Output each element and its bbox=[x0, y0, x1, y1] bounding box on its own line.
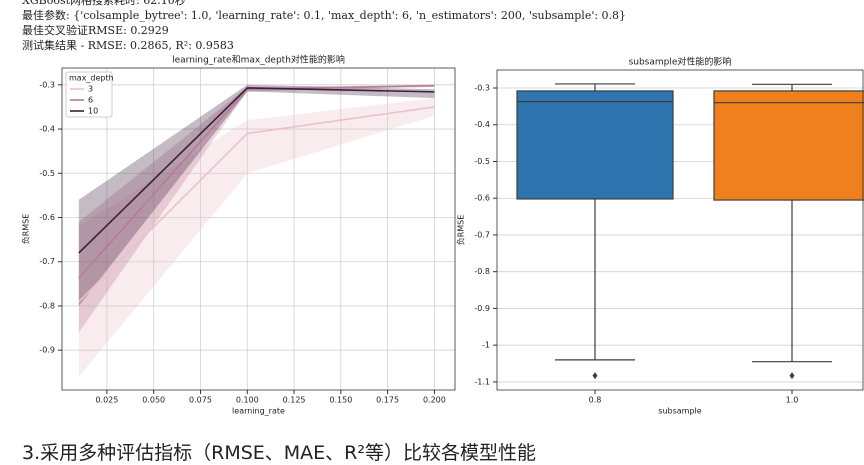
plot-frame bbox=[61, 67, 456, 391]
x-tick-label: 0.150 bbox=[329, 396, 352, 405]
x-tick-label: 0.025 bbox=[95, 396, 118, 405]
y-axis-label: 负RMSE bbox=[456, 215, 466, 246]
y-axis-label: 负RMSE bbox=[21, 214, 31, 245]
output-line: XGBoost网格搜索耗时: 62.10秒 bbox=[22, 0, 186, 7]
x-tick-label: 0.125 bbox=[283, 396, 306, 405]
x-axis-label: learning_rate bbox=[232, 407, 285, 416]
box bbox=[516, 90, 674, 200]
y-tick-label: -0.7 bbox=[39, 257, 55, 266]
output-line: 测试集结果 - RMSE: 0.2865, R²: 0.9583 bbox=[22, 39, 234, 52]
line bbox=[78, 84, 435, 279]
legend-label: 6 bbox=[88, 96, 93, 105]
x-tick-label: 0.075 bbox=[189, 396, 212, 405]
legend-label: 3 bbox=[88, 85, 93, 94]
legend-label: 10 bbox=[88, 107, 98, 116]
y-tick-label: -0.9 bbox=[474, 304, 490, 313]
box bbox=[713, 90, 864, 201]
y-tick-label: -0.8 bbox=[39, 301, 55, 310]
y-tick-label: -1 bbox=[482, 341, 490, 350]
y-tick-label: -0.4 bbox=[39, 125, 55, 134]
y-tick-label: -0.8 bbox=[474, 267, 490, 276]
y-tick-label: -0.5 bbox=[39, 169, 55, 178]
y-tick-label: -0.6 bbox=[474, 194, 490, 203]
x-tick-label: 0.200 bbox=[423, 396, 446, 405]
legend-title: max_depth bbox=[69, 74, 114, 83]
chart-title: learning_rate和max_depth对性能的影响 bbox=[172, 54, 345, 66]
x-tick-label: 0.8 bbox=[589, 396, 602, 405]
plot-frame bbox=[496, 69, 864, 391]
legend-box bbox=[65, 71, 113, 118]
y-tick-label: -0.5 bbox=[474, 157, 490, 166]
outlier bbox=[789, 372, 795, 380]
x-tick-label: 0.100 bbox=[236, 396, 259, 405]
y-tick-label: -0.7 bbox=[474, 230, 490, 239]
output-line: 最佳参数: {'colsample_bytree': 1.0, 'learnin… bbox=[22, 9, 627, 22]
y-tick-label: -0.9 bbox=[39, 346, 55, 355]
confidence-band bbox=[78, 84, 435, 306]
confidence-band bbox=[78, 98, 435, 377]
output-line: 最佳交叉验证RMSE: 0.2929 bbox=[22, 24, 169, 37]
outlier bbox=[592, 372, 598, 380]
y-tick-label: -0.6 bbox=[39, 213, 55, 222]
charts: -0.3 -0.4 -0.5 -0.6 -0.7 -0.8 -0.9 learning_rat… bbox=[21, 54, 864, 416]
x-axis-label: subsample bbox=[658, 407, 701, 416]
chart-title: subsample对性能的影响 bbox=[629, 56, 732, 68]
x-tick-label: 0.175 bbox=[376, 396, 399, 405]
y-tick-label: -0.4 bbox=[474, 120, 490, 129]
confidence-band bbox=[78, 84, 435, 333]
line bbox=[78, 106, 435, 303]
y-tick-label: -1.1 bbox=[474, 377, 490, 386]
y-tick-label: -0.3 bbox=[474, 84, 490, 93]
page: XGBoost网格搜索耗时: 62.10秒 最佳参数: {'colsample_… bbox=[20, 0, 864, 464]
x-tick-label: 0.050 bbox=[142, 396, 165, 405]
y-tick-label: -0.3 bbox=[39, 80, 55, 89]
x-tick-label: 1.0 bbox=[786, 396, 799, 405]
line bbox=[78, 87, 435, 254]
